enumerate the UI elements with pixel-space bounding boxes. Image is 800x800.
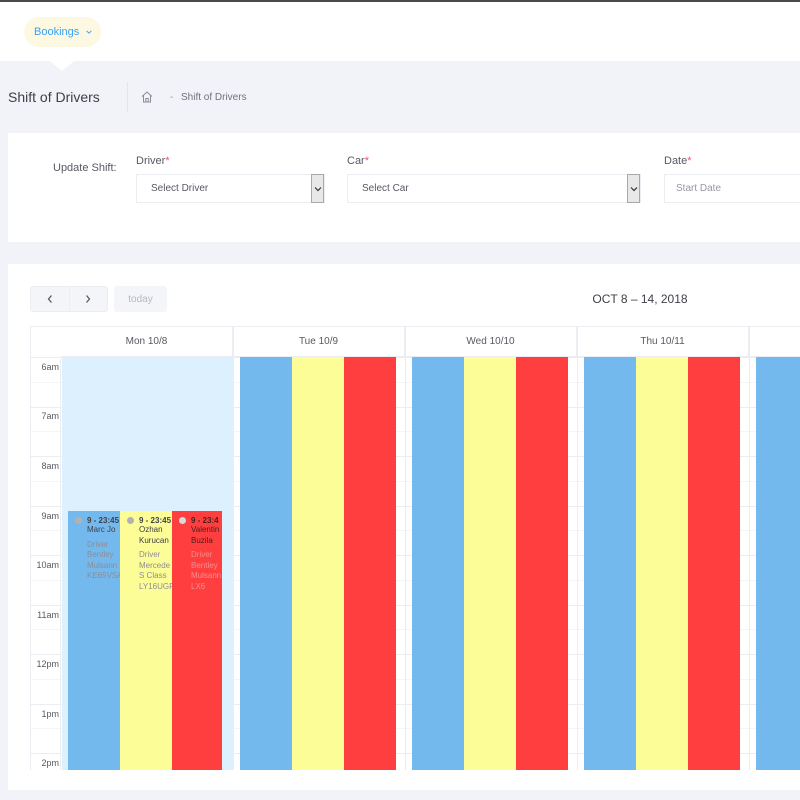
day-header-wed: Wed 10/10: [405, 327, 577, 357]
status-dot-icon: [179, 517, 186, 524]
shift-event-3[interactable]: 9 - 23:4 Valentin Buzila Driver Bentley …: [172, 511, 222, 770]
shift-block-blue[interactable]: [412, 357, 464, 770]
time-label: 10am: [36, 560, 59, 570]
time-label: 9am: [41, 511, 59, 521]
driver-label: Driver*: [136, 155, 170, 167]
next-week-button[interactable]: [68, 287, 108, 311]
date-label: Date*: [664, 155, 692, 167]
grid-column-line: [233, 327, 234, 770]
grid-column-line: [405, 327, 406, 770]
top-edge: [0, 0, 800, 2]
shift-block-blue[interactable]: [756, 357, 800, 770]
day-header-fri: [749, 327, 800, 357]
event-driver-name: Valentin: [191, 525, 220, 534]
status-dot-icon: [127, 517, 134, 524]
chevron-down-icon: [311, 174, 324, 203]
breadcrumb-link[interactable]: Shift of Drivers: [181, 92, 247, 103]
day-header-tue: Tue 10/9: [233, 327, 405, 357]
event-role: Driver: [139, 550, 161, 559]
shift-block-yellow[interactable]: [464, 357, 516, 770]
event-car-make: Mercede: [139, 560, 171, 570]
top-header: Bookings: [0, 2, 800, 61]
page-title: Shift of Drivers: [8, 89, 100, 105]
grid-column-line: [749, 327, 750, 770]
event-driver-surname: Kurucan: [139, 535, 169, 545]
time-label: 8am: [41, 461, 59, 471]
update-shift-label: Update Shift:: [53, 162, 117, 174]
shift-block-blue[interactable]: [584, 357, 636, 770]
event-role: Driver: [191, 550, 213, 559]
shift-block-yellow[interactable]: [636, 357, 688, 770]
event-time: 9 - 23:45: [120, 516, 172, 525]
breadcrumb-separator: -: [170, 92, 174, 103]
driver-select-value: Select Driver: [151, 183, 209, 194]
time-label: 1pm: [41, 709, 59, 719]
shift-block-blue[interactable]: [240, 357, 292, 770]
event-car-plate: LX6: [191, 581, 206, 591]
prev-week-button[interactable]: [31, 287, 69, 311]
event-driver-name: Ozhan: [139, 525, 163, 534]
bookings-menu-button[interactable]: Bookings: [24, 17, 101, 47]
event-time: 9 - 23:4: [172, 516, 222, 525]
shift-block-red[interactable]: [688, 357, 740, 770]
bookings-menu-label: Bookings: [34, 26, 80, 38]
time-label: 2pm: [41, 758, 59, 768]
event-time: 9 - 23:45: [68, 516, 120, 525]
chevron-down-icon: [86, 30, 93, 34]
time-label: 12pm: [36, 659, 59, 669]
calendar-title: OCT 8 – 14, 2018: [592, 292, 688, 306]
event-role: Driver: [87, 539, 109, 549]
event-driver-name: Marc Jo: [87, 525, 116, 534]
event-car-model: Mulsann: [191, 571, 222, 580]
car-select[interactable]: Select Car: [347, 174, 641, 203]
driver-select[interactable]: Select Driver: [136, 174, 325, 203]
event-car-plate: LY16UGF: [139, 581, 172, 591]
time-label: 6am: [41, 362, 59, 372]
header-notch: [50, 61, 74, 71]
start-date-input[interactable]: Start Date: [664, 174, 800, 203]
car-label: Car*: [347, 155, 370, 167]
shift-block-yellow[interactable]: [292, 357, 344, 770]
time-label: 11am: [37, 610, 59, 620]
calendar-grid: Mon 10/8 Tue 10/9 Wed 10/10 Thu 10/11 9 …: [30, 326, 800, 770]
event-driver-surname: Buzila: [191, 535, 213, 545]
chevron-down-icon: [627, 174, 640, 203]
event-car-make: Bentley: [191, 560, 218, 570]
subheader-divider: [127, 82, 128, 112]
chevron-left-icon: [47, 295, 52, 303]
day-header-mon: Mon 10/8: [61, 327, 233, 357]
event-car-model: S Class: [139, 571, 167, 580]
day-header-thu: Thu 10/11: [577, 327, 749, 357]
home-icon[interactable]: [140, 90, 154, 104]
status-dot-icon: [75, 517, 82, 524]
time-label: 7am: [41, 411, 59, 421]
start-date-placeholder: Start Date: [676, 183, 722, 194]
shift-event-1[interactable]: 9 - 23:45 Marc Jo Driver Bentley Mulsann…: [68, 511, 120, 770]
shift-event-2[interactable]: 9 - 23:45 Ozhan Kurucan Driver Mercede S…: [120, 511, 172, 770]
calendar-nav: [30, 286, 108, 312]
shift-block-red[interactable]: [344, 357, 396, 770]
grid-column-line: [577, 327, 578, 770]
event-car-make: Bentley: [87, 550, 114, 559]
event-car-model: Mulsann: [87, 560, 118, 570]
shift-block-red[interactable]: [516, 357, 568, 770]
today-button[interactable]: today: [114, 286, 167, 312]
time-axis: [31, 357, 61, 770]
event-car-plate: KE65VSA: [87, 571, 120, 580]
chevron-right-icon: [86, 295, 91, 303]
car-select-value: Select Car: [362, 183, 409, 194]
